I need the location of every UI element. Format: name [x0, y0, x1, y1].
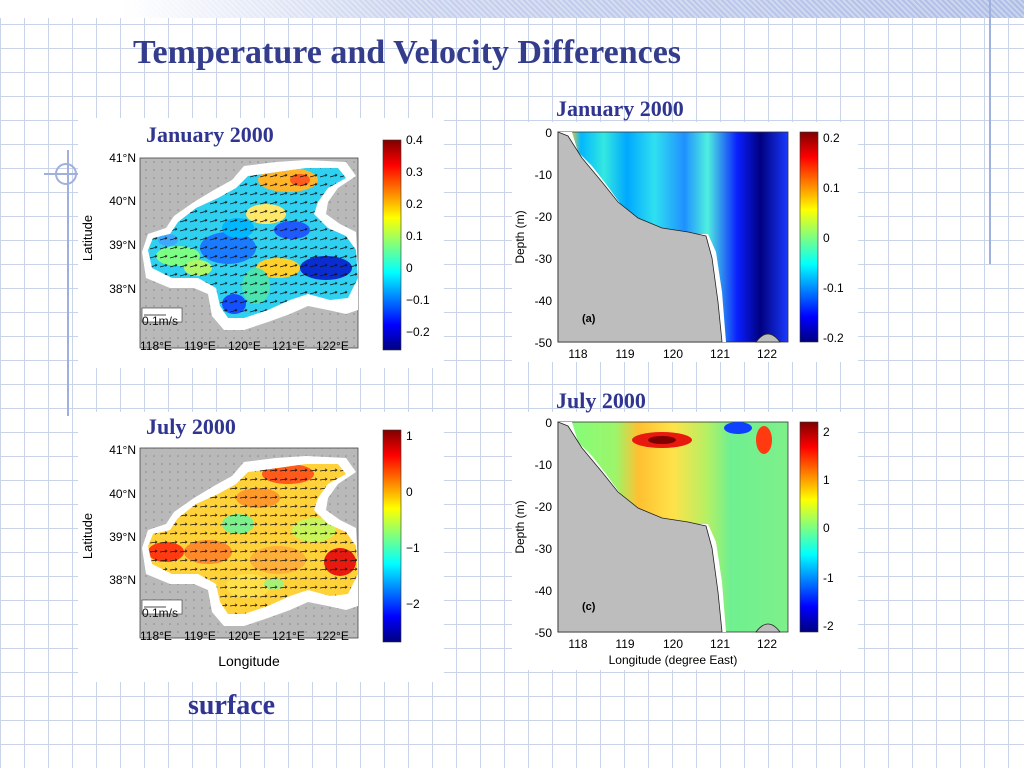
- axis-label-latitude: Latitude: [80, 513, 95, 559]
- colorbar-tick: −1: [406, 541, 420, 555]
- depth-tick: -20: [535, 210, 553, 224]
- axis-label-longitude: Longitude: [218, 653, 280, 669]
- colorbar-tick: 0: [823, 231, 830, 245]
- caption-surface-july: July 2000: [146, 414, 236, 439]
- lon-tick: 121: [710, 637, 730, 651]
- slide-title: Temperature and Velocity Differences: [133, 34, 682, 71]
- lat-tick: 41°N: [109, 151, 136, 165]
- colorbar-tick: -1: [823, 571, 834, 585]
- depth-tick: 0: [545, 416, 552, 430]
- axis-label-depth: Depth (m): [513, 500, 527, 553]
- colorbar-tick: 2: [823, 425, 830, 439]
- panel-tag: (c): [582, 601, 596, 613]
- axis-label-longitude: Longitude (degree East): [609, 653, 738, 667]
- lon-tick: 119°E: [184, 339, 216, 353]
- lon-tick: 119: [615, 637, 634, 651]
- depth-tick: -50: [535, 336, 553, 350]
- colorbar-tick: 0: [823, 521, 830, 535]
- colorbar: [799, 131, 819, 343]
- lon-tick: 120: [663, 637, 683, 651]
- caption-surface-january: January 2000: [146, 122, 274, 147]
- lat-tick: 40°N: [109, 194, 136, 208]
- colorbar-tick: 0: [406, 261, 413, 275]
- depth-tick: -40: [535, 584, 553, 598]
- lat-tick: 39°N: [109, 530, 136, 544]
- lat-tick: 38°N: [109, 573, 136, 587]
- colorbar-tick: 1: [406, 429, 413, 443]
- lon-tick: 121: [710, 347, 730, 361]
- colorbar-tick: −0.1: [406, 293, 430, 307]
- lon-tick: 119: [615, 347, 634, 361]
- lon-tick: 121°E: [272, 339, 305, 353]
- colorbar-tick: 0.1: [406, 229, 423, 243]
- colorbar-tick: −0.2: [406, 325, 430, 339]
- depth-tick: 0: [545, 126, 552, 140]
- lat-tick: 40°N: [109, 487, 136, 501]
- colorbar: [799, 421, 819, 633]
- section-july-panel: (c) 0 -10 -20 -30 -40 -50 Depth (m) 118 …: [512, 412, 858, 670]
- depth-tick: -50: [535, 626, 553, 640]
- caption-section-january: January 2000: [556, 96, 684, 121]
- lon-tick: 122°E: [316, 339, 349, 353]
- lon-tick: 120: [663, 347, 683, 361]
- panel-tag: (a): [582, 313, 596, 325]
- crosshair-icon: [44, 163, 82, 185]
- lon-tick: 118: [568, 637, 587, 651]
- depth-tick: -10: [535, 458, 553, 472]
- colorbar-tick: 0.2: [823, 131, 840, 145]
- colorbar-tick: 1: [823, 473, 830, 487]
- colorbar-tick: -0.1: [823, 281, 844, 295]
- depth-tick: -30: [535, 542, 553, 556]
- colorbar-tick: 0.1: [823, 181, 840, 195]
- lon-tick: 120°E: [228, 629, 261, 643]
- colorbar: [382, 139, 402, 351]
- colorbar-tick: 0.2: [406, 197, 423, 211]
- colorbar-tick: 0: [406, 485, 413, 499]
- slide-right-rule: [989, 0, 991, 264]
- colorbar-tick: 0.4: [406, 133, 423, 147]
- axis-label-latitude: Latitude: [80, 215, 95, 261]
- colorbar-tick: -0.2: [823, 331, 844, 345]
- surface-label: surface: [188, 690, 276, 721]
- lon-tick: 118°E: [140, 339, 172, 353]
- lat-tick: 38°N: [109, 282, 136, 296]
- section-january-panel: (a) 0 -10 -20 -30 -40 -50 Depth (m) 118 …: [512, 122, 858, 362]
- surface-january-panel: 0.1m/s 41°N 40°N 39°N 38°N Latitude 118°…: [78, 118, 444, 368]
- slide-top-bar: [0, 0, 1024, 18]
- lon-tick: 122°E: [316, 629, 349, 643]
- depth-tick: -30: [535, 252, 553, 266]
- lat-tick: 39°N: [109, 238, 136, 252]
- colorbar-tick: -2: [823, 619, 834, 633]
- caption-section-july: July 2000: [556, 388, 646, 413]
- vector-scale-label: 0.1m/s: [142, 314, 178, 328]
- lon-tick: 118: [568, 347, 587, 361]
- depth-tick: -10: [535, 168, 553, 182]
- depth-tick: -40: [535, 294, 553, 308]
- lon-tick: 122: [757, 637, 777, 651]
- depth-tick: -20: [535, 500, 553, 514]
- lon-tick: 120°E: [228, 339, 261, 353]
- lon-tick: 118°E: [140, 629, 172, 643]
- surface-july-panel: 0.1m/s 41°N 40°N 39°N 38°N Latitude 118°…: [78, 412, 444, 682]
- slide-left-rule: [67, 150, 69, 416]
- vector-scale-label: 0.1m/s: [142, 606, 178, 620]
- colorbar-tick: −2: [406, 597, 420, 611]
- axis-label-depth: Depth (m): [513, 210, 527, 263]
- lat-tick: 41°N: [109, 443, 136, 457]
- colorbar: [382, 429, 402, 643]
- colorbar-tick: 0.3: [406, 165, 423, 179]
- lon-tick: 122: [757, 347, 777, 361]
- lon-tick: 119°E: [184, 629, 216, 643]
- lon-tick: 121°E: [272, 629, 305, 643]
